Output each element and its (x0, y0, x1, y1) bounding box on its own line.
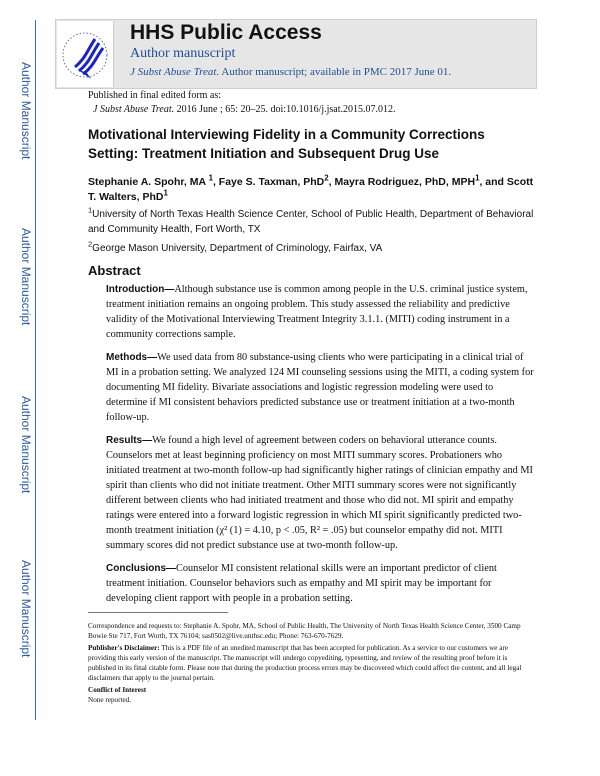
coi-text: None reported. (88, 696, 132, 704)
side-label: Author Manuscript (19, 560, 33, 658)
author-list: Stephanie A. Spohr, MA 1, Faye S. Taxman… (88, 173, 534, 203)
footnotes: Correspondence and requests to: Stephani… (88, 612, 533, 707)
side-label: Author Manuscript (19, 62, 33, 160)
abstract-methods: Methods—We used data from 80 substance-u… (106, 352, 534, 423)
abstract-results: Results—We found a high level of agreeme… (106, 435, 533, 551)
correspondence-note: Correspondence and requests to: Stephani… (88, 622, 521, 640)
affiliation: 2George Mason University, Department of … (88, 239, 383, 254)
hhs-header: HHS Public Access Author manuscript J Su… (55, 19, 537, 89)
header-availability: J Subst Abuse Treat. Author manuscript; … (130, 66, 452, 78)
side-label: Author Manuscript (19, 396, 33, 494)
side-rule (35, 20, 36, 720)
header-subtitle: Author manuscript (130, 46, 236, 61)
abstract-conclusions: Conclusions—Counselor MI consistent rela… (106, 563, 497, 604)
coi-heading: Conflict of Interest (88, 686, 147, 694)
article-body: Motivational Interviewing Fidelity in a … (88, 125, 534, 614)
published-label: Published in final edited form as: (88, 90, 222, 101)
affiliation: 1University of North Texas Health Scienc… (88, 205, 534, 235)
published-citation: J Subst Abuse Treat. 2016 June ; 65: 20–… (93, 104, 396, 115)
header-title: HHS Public Access (130, 21, 322, 44)
publisher-disclaimer: Publisher's Disclaimer: This is a PDF fi… (88, 644, 522, 682)
abstract-heading: Abstract (88, 263, 141, 278)
footnote-rule (88, 612, 228, 613)
abstract-introduction: Introduction—Although substance use is c… (106, 284, 528, 340)
hhs-eagle-logo-icon (57, 21, 114, 87)
article-title: Motivational Interviewing Fidelity in a … (88, 127, 485, 161)
side-label: Author Manuscript (19, 228, 33, 326)
